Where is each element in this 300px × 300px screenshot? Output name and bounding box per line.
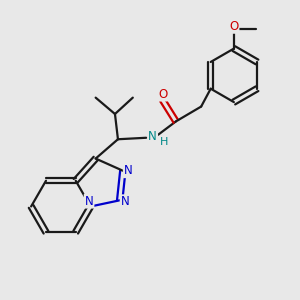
Text: N: N (85, 195, 93, 208)
Text: O: O (158, 88, 167, 100)
Text: N: N (121, 195, 129, 208)
Text: N: N (124, 164, 133, 177)
Text: H: H (160, 137, 168, 147)
Text: O: O (229, 20, 239, 33)
Text: N: N (148, 130, 157, 143)
